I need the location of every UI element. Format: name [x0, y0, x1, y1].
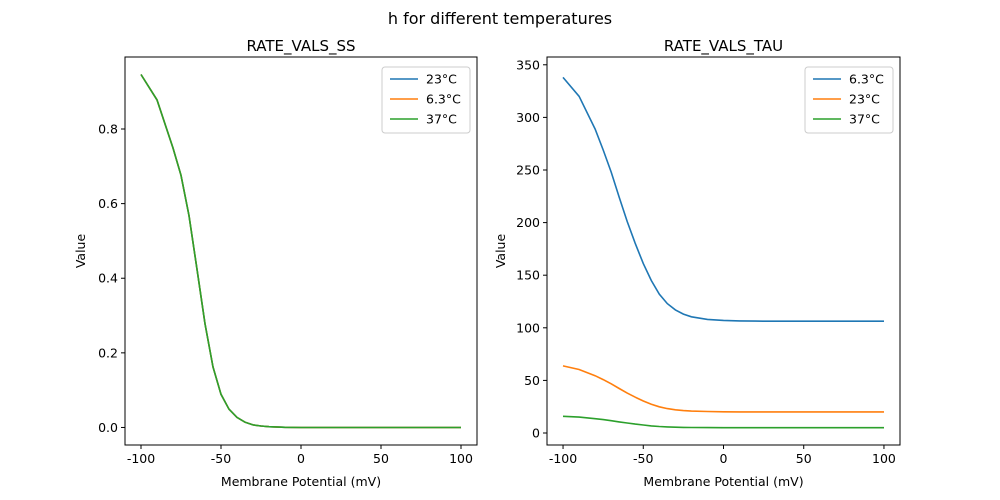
- y-tick-label: 350: [516, 57, 540, 72]
- legend-label: 37°C: [849, 112, 880, 127]
- y-tick-label: 150: [516, 268, 540, 283]
- x-tick-label: -50: [633, 451, 653, 466]
- subplot-2: RATE_VALS_TAU -100 -50 0 50 100 0 50 100 150 200 25…: [493, 37, 901, 489]
- legend-label: 23°C: [426, 72, 457, 87]
- x-tick-label: -100: [127, 451, 155, 466]
- y-tick-label: 0: [532, 426, 540, 441]
- legend-label: 6.3°C: [849, 72, 884, 87]
- legend-frame: [381, 66, 471, 134]
- x-axis-label: Membrane Potential (mV): [221, 474, 381, 489]
- x-tick-label: 50: [373, 451, 389, 466]
- subplot-title: RATE_VALS_SS: [246, 37, 355, 56]
- series-line-2: [562, 365, 884, 413]
- y-tick-label: 0.2: [98, 345, 118, 360]
- legend: 23°C 6.3°C 37°C: [381, 66, 471, 134]
- x-tick-label: 50: [796, 451, 812, 466]
- x-tick-label: -100: [549, 451, 577, 466]
- subplot-1: RATE_VALS_SS -100 -50 0 50 100 0.0 0.2 0.4 0.6 0.8…: [73, 37, 478, 489]
- y-tick-label: 300: [516, 110, 540, 125]
- legend-frame: [804, 66, 894, 134]
- x-tick-label: 100: [449, 451, 473, 466]
- series-line-3: [140, 74, 461, 429]
- y-tick-label: 50: [524, 373, 540, 388]
- y-tick-label: 0.8: [98, 122, 118, 137]
- x-axis-label: Membrane Potential (mV): [643, 474, 803, 489]
- x-tick-label: 100: [872, 451, 896, 466]
- legend-label: 23°C: [849, 92, 880, 107]
- figure-title: h for different temperatures: [388, 9, 612, 28]
- y-tick-label: 0.0: [98, 420, 118, 435]
- legend-label: 6.3°C: [426, 92, 461, 107]
- series-line-3: [562, 415, 884, 429]
- y-tick-label: 100: [516, 320, 540, 335]
- x-tick-label: 0: [720, 451, 728, 466]
- y-axis-label: Value: [73, 234, 88, 269]
- y-axis-label: Value: [493, 234, 508, 269]
- x-tick-label: 0: [297, 451, 305, 466]
- x-tick-label: -50: [211, 451, 231, 466]
- series-line-1: [562, 76, 884, 323]
- y-tick-label: 0.4: [98, 271, 118, 286]
- y-tick-label: 200: [516, 215, 540, 230]
- y-tick-label: 0.6: [98, 196, 118, 211]
- subplot-title: RATE_VALS_TAU: [664, 37, 783, 56]
- legend: 6.3°C 23°C 37°C: [804, 66, 894, 134]
- legend-label: 37°C: [426, 112, 457, 127]
- y-tick-label: 250: [516, 162, 540, 177]
